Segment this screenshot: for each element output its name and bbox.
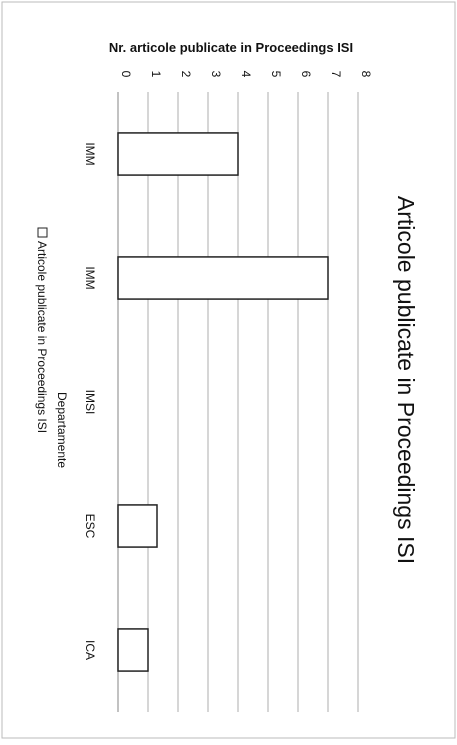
tick-label: 6: [299, 71, 313, 78]
category-label: IMM: [83, 266, 97, 289]
tick-label: 7: [329, 71, 343, 78]
category-label: IMSI: [83, 390, 97, 415]
ticks-layer: 0 1 2 3 4 5 6 7 8: [119, 71, 373, 78]
bar: [117, 628, 149, 672]
tick-label: 2: [179, 71, 193, 78]
grid-layer: [117, 92, 359, 712]
legend-label: Articole publicate in Proceedings ISI: [35, 241, 49, 433]
categories-layer: IMM IMM IMSI ESC ICA: [83, 142, 97, 660]
chart-title: Articole publicate in Proceedings ISI: [393, 196, 419, 564]
legend-swatch: [37, 227, 48, 238]
tick-label: 0: [119, 71, 133, 78]
tick-label: 4: [239, 71, 253, 78]
x-axis-title: Departamente: [55, 392, 69, 468]
tick-label: 8: [359, 71, 373, 78]
category-label: IMM: [83, 142, 97, 165]
y-axis-title: Nr. articole publicate in Proceedings IS…: [109, 40, 353, 55]
legend: Articole publicate in Proceedings ISI: [35, 227, 49, 433]
bar: [117, 256, 329, 300]
tick-label: 1: [149, 71, 163, 78]
tick-label: 3: [209, 71, 223, 78]
bar: [117, 504, 158, 548]
tick-label: 5: [269, 71, 283, 78]
category-label: ICA: [83, 640, 97, 660]
bars-layer: [117, 132, 329, 672]
bar: [117, 132, 239, 176]
category-label: ESC: [83, 514, 97, 539]
